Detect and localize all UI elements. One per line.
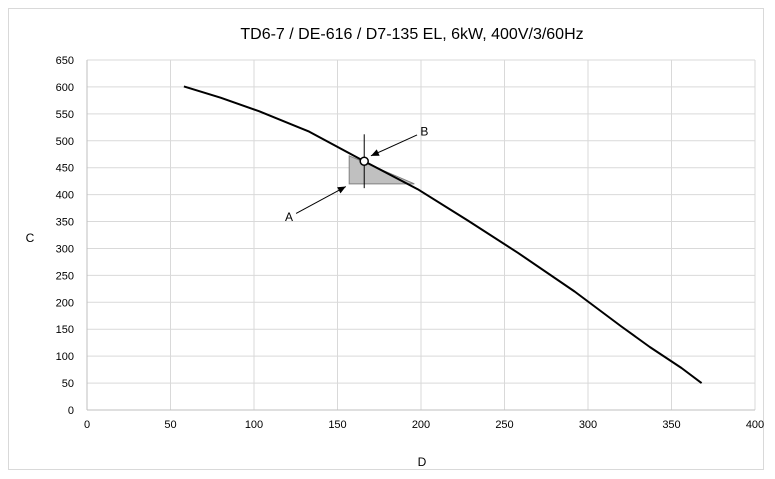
x-axis-title: D <box>418 455 427 469</box>
y-tick-label: 550 <box>56 109 74 121</box>
operating-point <box>359 156 369 166</box>
y-axis-title: C <box>26 231 35 245</box>
annotation-arrow-line <box>370 134 418 157</box>
y-tick-label: 400 <box>56 190 74 202</box>
series-group <box>183 85 703 384</box>
x-tick-label: 50 <box>164 419 176 431</box>
x-tick-label: 300 <box>579 419 597 431</box>
y-tick-label: 350 <box>56 217 74 229</box>
y-tick-label: 250 <box>56 270 74 282</box>
x-tick-label: 250 <box>495 419 513 431</box>
annotations: AB <box>285 125 428 225</box>
y-tick-label: 50 <box>62 378 74 390</box>
tick-labels: 0 50 100 150 200 250 300 350 400 0 50 100 150 200 250 3… <box>56 55 765 431</box>
annotation-arrow-head <box>337 186 346 194</box>
y-tick-label: 0 <box>68 405 74 417</box>
grid <box>86 59 756 411</box>
series-line <box>183 85 703 384</box>
y-tick-label: 500 <box>56 136 74 148</box>
annotation-arrow-line <box>295 186 347 214</box>
y-tick-label: 600 <box>56 82 74 94</box>
annotation-label-b: B <box>420 125 428 139</box>
x-tick-label: 200 <box>412 419 430 431</box>
x-tick-label: 100 <box>245 419 263 431</box>
x-tick-label: 0 <box>84 419 90 431</box>
x-tick-label: 150 <box>328 419 346 431</box>
y-tick-label: 650 <box>56 55 74 67</box>
chart-title: TD6-7 / DE-616 / D7-135 EL, 6kW, 400V/3/… <box>240 26 583 43</box>
y-tick-label: 300 <box>56 243 74 255</box>
x-tick-label: 350 <box>662 419 680 431</box>
point-group <box>359 134 369 189</box>
y-tick-label: 100 <box>56 351 74 363</box>
chart-frame <box>8 8 764 470</box>
y-tick-label: 150 <box>56 324 74 336</box>
annotation-arrow-head <box>370 149 380 156</box>
y-tick-label: 450 <box>56 163 74 175</box>
y-tick-label: 200 <box>56 297 74 309</box>
annotation-label-a: A <box>285 210 293 224</box>
x-tick-label: 400 <box>746 419 764 431</box>
